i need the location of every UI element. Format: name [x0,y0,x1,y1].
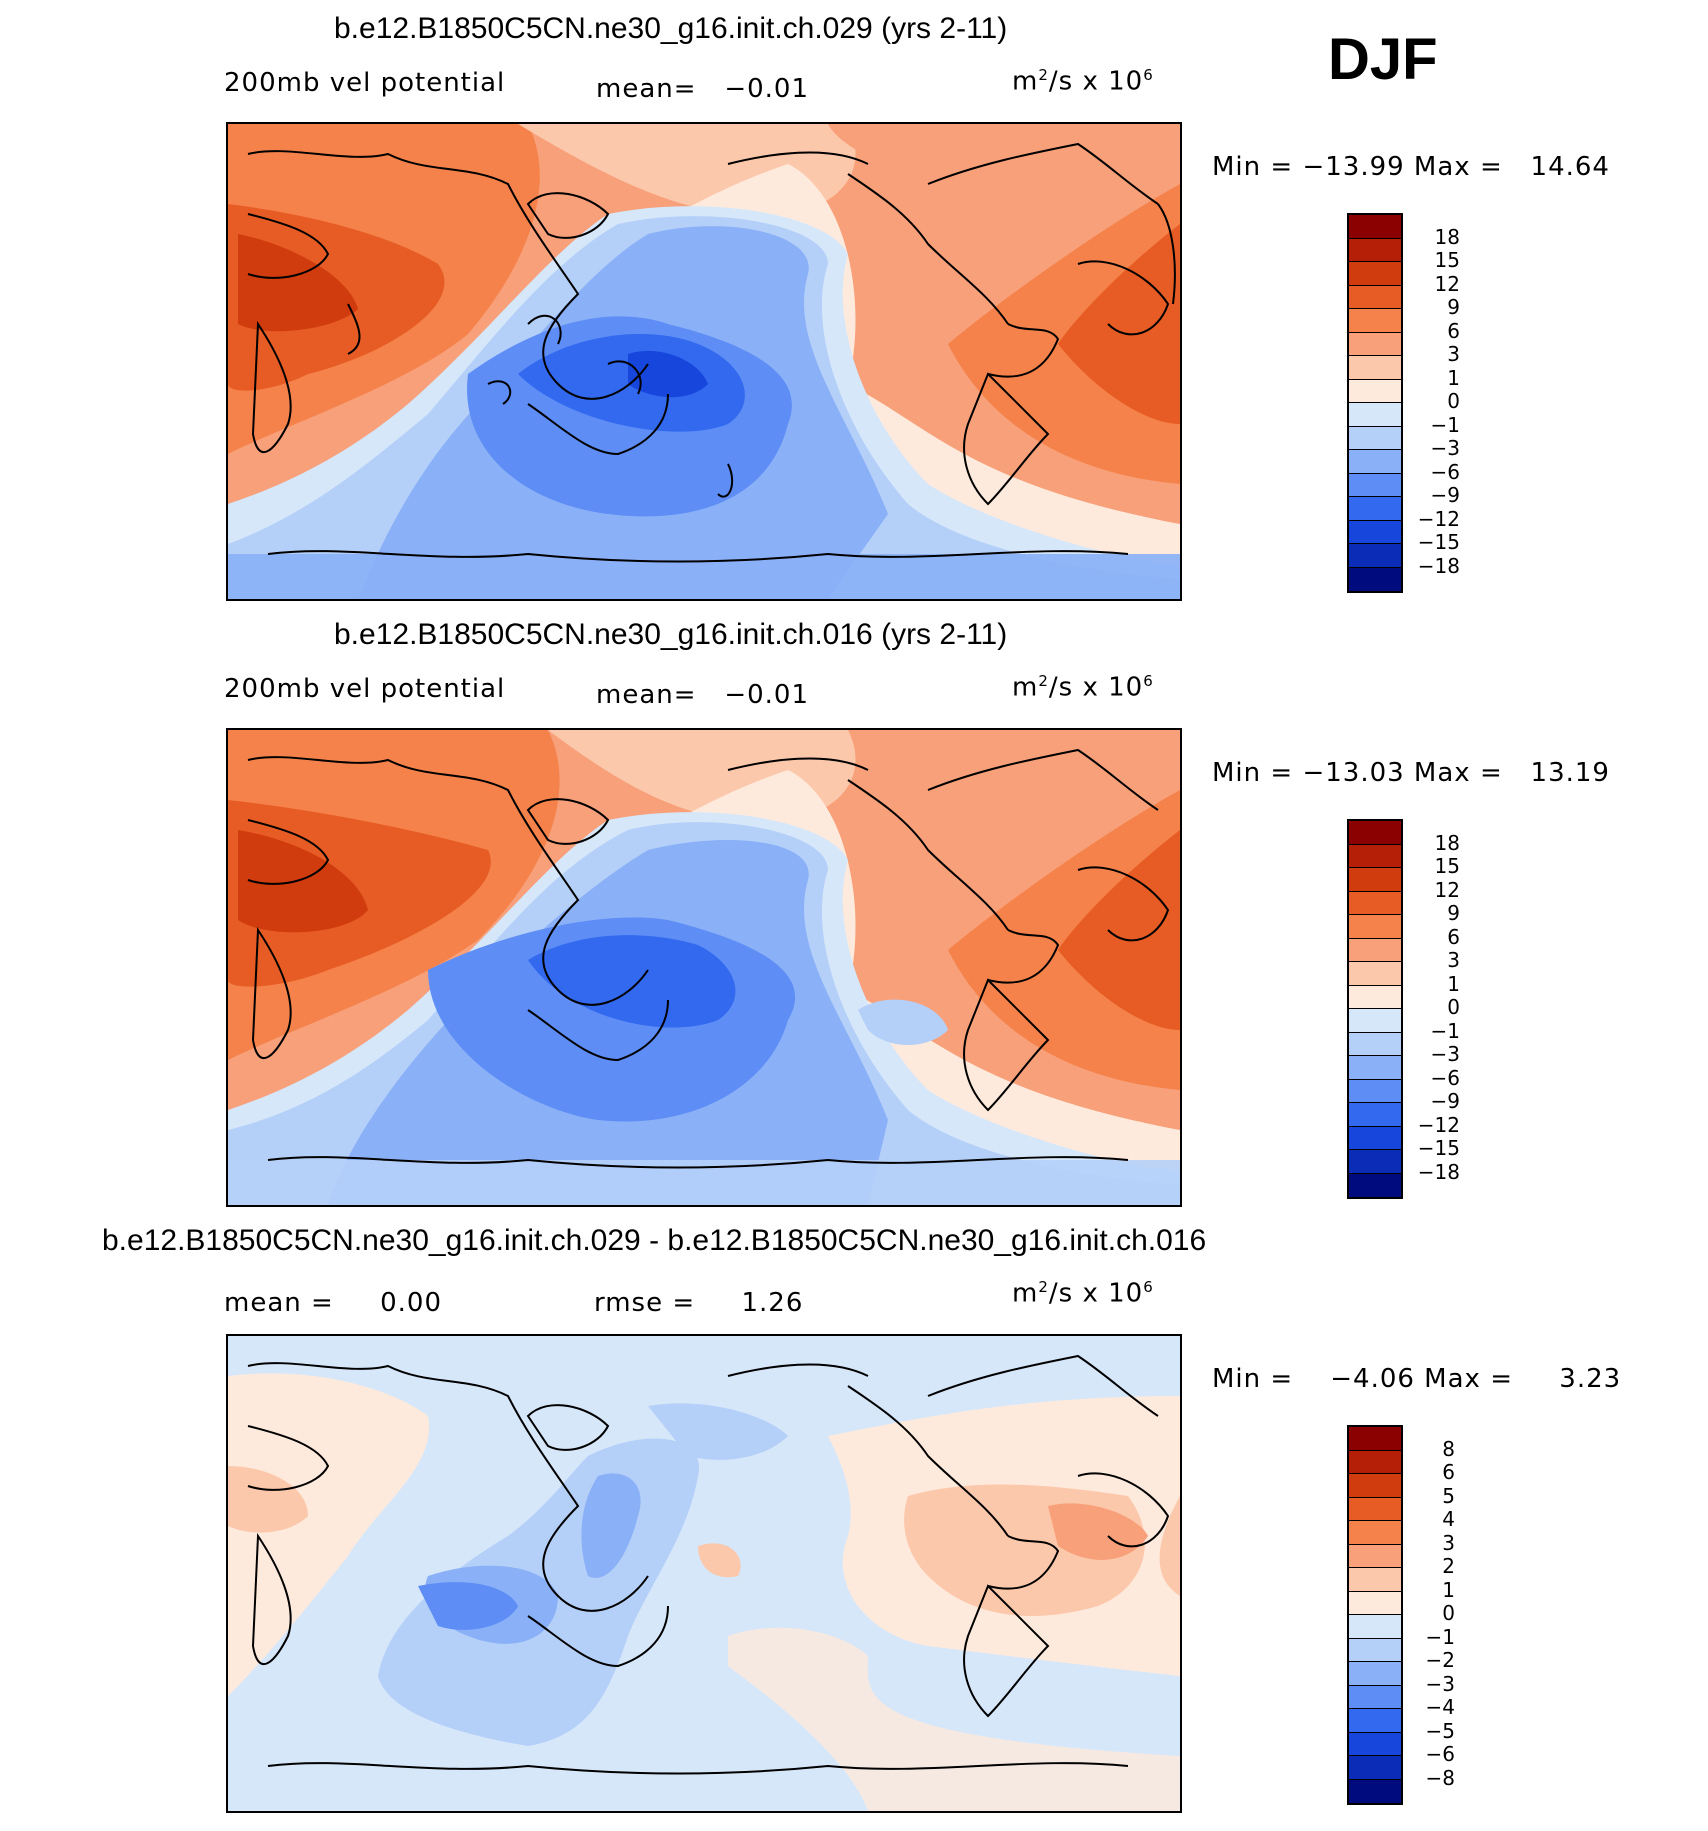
colorbar-tick-label: 12 [1434,272,1460,296]
panel-3-colorbar [1347,1425,1403,1805]
season-label: DJF [1328,27,1438,92]
colorbar-tick-label: −6 [1425,1742,1455,1766]
colorbar-tick-label: 6 [1447,319,1460,343]
colorbar-tick-label: −6 [1430,460,1460,484]
colorbar-tick-label: −12 [1417,507,1460,531]
colorbar-tick-label: 8 [1442,1437,1455,1461]
panel-2-units: m2/s x 106 [1012,672,1154,703]
panel-3-units: m2/s x 106 [1012,1278,1154,1309]
panel-2-colorbar [1347,819,1403,1199]
panel-3-title: b.e12.B1850C5CN.ne30_g16.init.ch.029 - b… [102,1224,1207,1257]
colorbar-tick-label: −18 [1417,1160,1460,1184]
panel-1-title: b.e12.B1850C5CN.ne30_g16.init.ch.029 (yr… [334,12,1008,45]
colorbar-tick-label: −8 [1425,1766,1455,1790]
panel-2-map [226,728,1182,1207]
panel-1-minmax: Min = −13.99 Max = 14.64 [1212,152,1610,182]
colorbar-tick-label: 12 [1434,878,1460,902]
colorbar-tick-label: 0 [1447,389,1460,413]
panel-1-mean: mean= −0.01 [596,74,809,104]
colorbar-tick-label: 6 [1447,925,1460,949]
panel-2-minmax: Min = −13.03 Max = 13.19 [1212,758,1610,788]
panel-3-rmse: rmse = 1.26 [594,1288,804,1318]
colorbar-tick-label: −3 [1425,1672,1455,1696]
colorbar-tick-label: −18 [1417,554,1460,578]
colorbar-tick-label: 18 [1434,831,1460,855]
colorbar-tick-label: −9 [1430,1089,1460,1113]
colorbar-tick-label: 9 [1447,295,1460,319]
panel-2-mean: mean= −0.01 [596,680,809,710]
colorbar-tick-label: −3 [1430,436,1460,460]
colorbar-tick-label: 6 [1442,1460,1455,1484]
colorbar-tick-label: 1 [1442,1578,1455,1602]
colorbar-tick-label: 1 [1447,972,1460,996]
panel-2-variable: 200mb vel potential [224,674,506,704]
colorbar-tick-label: −2 [1425,1648,1455,1672]
colorbar-tick-label: 1 [1447,366,1460,390]
colorbar-tick-label: 5 [1442,1484,1455,1508]
panel-1-variable: 200mb vel potential [224,68,506,98]
colorbar-tick-label: −6 [1430,1066,1460,1090]
colorbar-tick-label: 0 [1442,1601,1455,1625]
colorbar-tick-label: −5 [1425,1719,1455,1743]
colorbar-tick-label: −1 [1430,1019,1460,1043]
colorbar-tick-label: −15 [1417,1136,1460,1160]
panel-3-map [226,1334,1182,1813]
colorbar-tick-label: −15 [1417,530,1460,554]
colorbar-tick-label: 4 [1442,1507,1455,1531]
colorbar-tick-label: −12 [1417,1113,1460,1137]
colorbar-tick-label: −9 [1430,483,1460,507]
colorbar-tick-label: 0 [1447,995,1460,1019]
panel-3-mean: mean = 0.00 [224,1288,442,1318]
colorbar-tick-label: 15 [1434,854,1460,878]
colorbar-tick-label: 3 [1447,948,1460,972]
colorbar-tick-label: 3 [1442,1531,1455,1555]
panel-2-title: b.e12.B1850C5CN.ne30_g16.init.ch.016 (yr… [334,618,1008,651]
panel-3-minmax: Min = −4.06 Max = 3.23 [1212,1364,1622,1394]
colorbar-tick-label: 2 [1442,1554,1455,1578]
colorbar-tick-label: 15 [1434,248,1460,272]
panel-1-units: m2/s x 106 [1012,66,1154,97]
colorbar-tick-label: 18 [1434,225,1460,249]
colorbar-tick-label: −1 [1430,413,1460,437]
colorbar-tick-label: 9 [1447,901,1460,925]
colorbar-tick-label: −4 [1425,1695,1455,1719]
panel-1-colorbar [1347,213,1403,593]
panel-1-map [226,122,1182,601]
colorbar-tick-label: 3 [1447,342,1460,366]
colorbar-tick-label: −1 [1425,1625,1455,1649]
colorbar-tick-label: −3 [1430,1042,1460,1066]
